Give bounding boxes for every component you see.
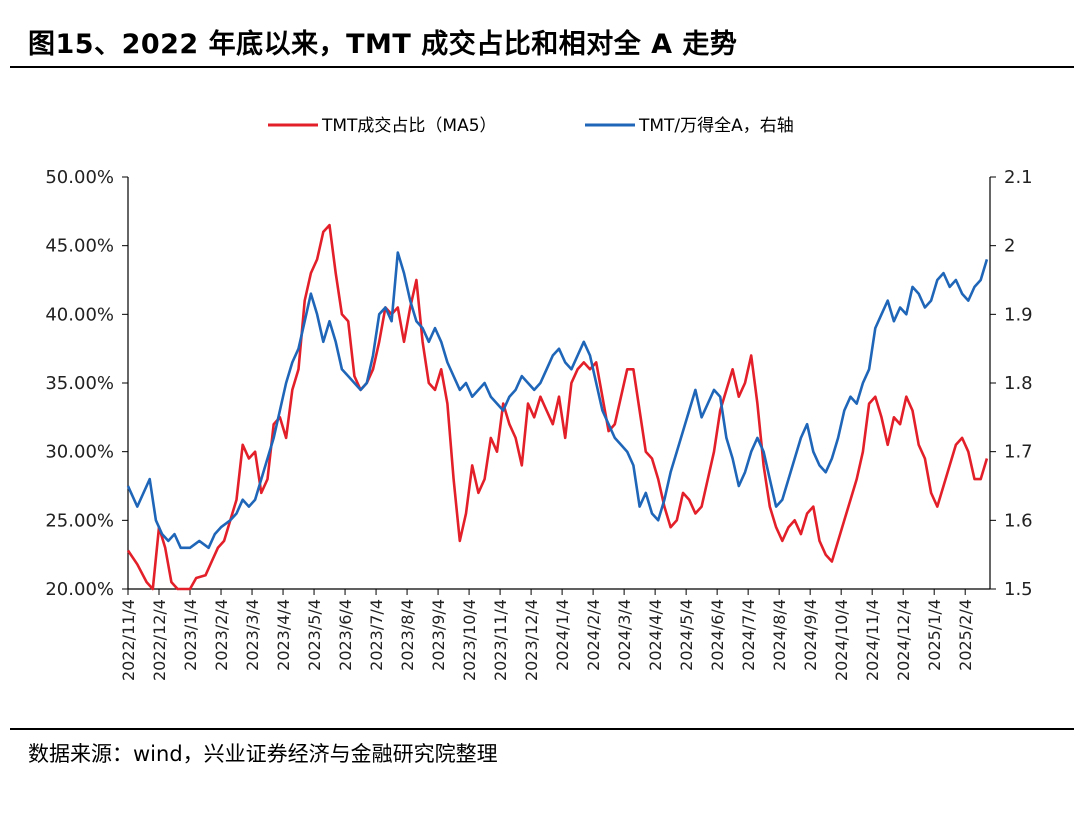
left-tick-label: 50.00% <box>45 167 114 188</box>
x-tick-label: 2023/6/4 <box>336 599 355 671</box>
x-tick-label: 2023/3/4 <box>243 599 262 671</box>
x-tick-label: 2024/12/4 <box>894 599 913 681</box>
x-tick-label: 2023/8/4 <box>398 599 417 671</box>
x-tick-label: 2023/5/4 <box>305 599 324 671</box>
right-tick-label: 1.5 <box>1004 579 1033 600</box>
series-lines <box>126 223 989 591</box>
x-tick-label: 2024/1/4 <box>553 599 572 671</box>
x-tick-label: 2023/10/4 <box>460 599 479 681</box>
x-tick-label: 2023/1/4 <box>181 599 200 671</box>
x-tick-label: 2024/2/4 <box>584 599 603 671</box>
left-tick-label: 20.00% <box>45 579 114 600</box>
series-line-tmt-relative-wind-a <box>126 251 989 550</box>
figure-title: 图15、2022 年底以来，TMT 成交占比和相对全 A 走势 <box>28 29 738 60</box>
title-rule <box>10 66 1074 68</box>
x-tick-label: 2024/10/4 <box>832 599 851 681</box>
right-tick-label: 1.9 <box>1004 304 1033 325</box>
right-tick-label: 2.1 <box>1004 167 1033 188</box>
right-tick-label: 1.6 <box>1004 510 1033 531</box>
legend: TMT成交占比（MA5） TMT/万得全A，右轴 <box>268 116 794 136</box>
x-tick-label: 2025/2/4 <box>956 599 975 671</box>
x-tick-label: 2023/11/4 <box>491 599 510 681</box>
left-tick-label: 35.00% <box>45 373 114 394</box>
x-tick-label: 2024/4/4 <box>646 599 665 671</box>
x-tick-label: 2022/12/4 <box>150 599 169 681</box>
x-tick-label: 2023/4/4 <box>274 599 293 671</box>
x-tick-label: 2024/7/4 <box>739 599 758 671</box>
left-tick-label: 45.00% <box>45 236 114 257</box>
source-rule <box>10 728 1074 730</box>
x-tick-label: 2024/11/4 <box>863 599 882 681</box>
legend-label-red: TMT成交占比（MA5） <box>321 116 497 136</box>
x-tick-label: 2022/11/4 <box>119 599 138 681</box>
x-tick-label: 2024/3/4 <box>615 599 634 671</box>
x-tick-label: 2024/5/4 <box>677 599 696 671</box>
left-tick-label: 25.00% <box>45 510 114 531</box>
right-tick-label: 1.7 <box>1004 442 1033 463</box>
right-tick-label: 2 <box>1004 236 1015 257</box>
x-tick-label: 2023/12/4 <box>522 599 541 681</box>
x-tick-label: 2024/6/4 <box>708 599 727 671</box>
source-note: 数据来源：wind，兴业证券经济与金融研究院整理 <box>28 742 498 766</box>
x-tick-label: 2023/7/4 <box>367 599 386 671</box>
x-tick-label: 2023/2/4 <box>212 599 231 671</box>
series-line-tmt-turnover-share <box>126 223 989 591</box>
dual-axis-line-chart: TMT成交占比（MA5） TMT/万得全A，右轴 20.00% 25.00% 30.… <box>45 116 1032 681</box>
x-tick-label: 2023/9/4 <box>429 599 448 671</box>
tick-labels: 20.00% 25.00% 30.00% 35.00% 40.00% 45.00% 50.0… <box>45 167 1032 681</box>
left-tick-label: 40.00% <box>45 304 114 325</box>
axes <box>122 176 996 595</box>
legend-label-blue: TMT/万得全A，右轴 <box>638 116 794 136</box>
x-tick-label: 2024/9/4 <box>801 599 820 671</box>
x-tick-label: 2024/8/4 <box>770 599 789 671</box>
x-tick-label: 2025/1/4 <box>925 599 944 671</box>
right-tick-label: 1.8 <box>1004 373 1033 394</box>
left-tick-label: 30.00% <box>45 442 114 463</box>
